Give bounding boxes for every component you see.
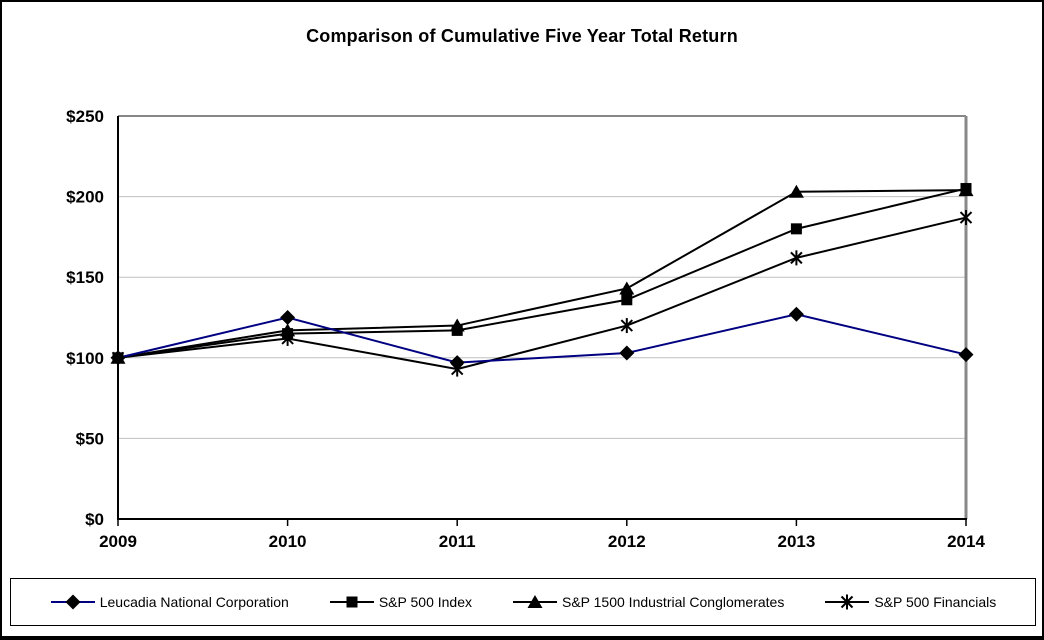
triangle-marker — [619, 281, 635, 295]
x-tick-label: 2011 — [439, 532, 476, 551]
legend-item-s-p-500-financials: S&P 500 Financials — [824, 594, 996, 610]
y-tick-label: $250 — [66, 107, 104, 126]
diamond-marker — [280, 310, 296, 325]
diamond-legend-marker-icon — [50, 594, 95, 610]
square-marker — [960, 183, 972, 195]
chart-svg: $0 $50 $100 $150 $200 $250 2009 2010 2011 2012 201… — [66, 107, 985, 551]
y-axis-labels: $0 $50 $100 $150 $200 $250 — [66, 107, 104, 529]
y-tick-label: $200 — [66, 188, 104, 207]
asterisk-marker — [841, 594, 854, 610]
asterisk-marker — [959, 210, 973, 226]
x-axis-ticks — [117, 519, 967, 526]
triangle-legend-marker-icon — [513, 595, 557, 608]
triangle-marker — [788, 184, 804, 198]
gridlines — [118, 196, 966, 439]
square-legend-marker-icon — [329, 596, 374, 608]
series-leucadia-national-corporation — [110, 306, 974, 371]
legend-item-s-p-500-index: S&P 500 Index — [329, 594, 472, 610]
diamond-marker — [65, 594, 81, 610]
chart-title: Comparison of Cumulative Five Year Total… — [306, 26, 738, 46]
legend-label: Leucadia National Corporation — [99, 594, 289, 610]
series-s-p-500-index — [112, 183, 972, 364]
square-marker — [346, 596, 358, 608]
legend-item-leucadia-national-corporation: Leucadia National Corporation — [50, 594, 289, 610]
x-tick-label: 2010 — [269, 532, 307, 551]
asterisk-marker — [620, 318, 634, 334]
series-s-p-1500-industrial-conglomerates — [110, 183, 974, 364]
x-axis-labels: 2009 2010 2011 2012 2013 2014 — [99, 532, 985, 551]
x-tick-label: 2014 — [947, 532, 985, 551]
x-tick-label: 2013 — [777, 532, 815, 551]
x-tick-label: 2009 — [99, 532, 137, 551]
asterisk-marker — [281, 330, 294, 346]
legend-label: S&P 1500 Industrial Conglomerates — [562, 594, 785, 610]
series-line — [117, 313, 967, 364]
legend-item-s-p-1500-industrial-conglomerates: S&P 1500 Industrial Conglomerates — [512, 594, 784, 610]
y-tick-label: $150 — [66, 268, 104, 287]
asterisk-legend-marker-icon — [825, 594, 870, 610]
series-line — [117, 189, 967, 359]
series-line — [117, 187, 967, 359]
diamond-marker — [110, 350, 126, 366]
series-s-p-500-financials — [111, 210, 973, 377]
square-marker — [621, 294, 633, 306]
y-tick-label: $50 — [76, 429, 104, 448]
y-tick-label: $0 — [85, 510, 104, 529]
square-marker — [451, 324, 463, 336]
chart-legend: Leucadia National Corporation S&P 500 Ind… — [10, 578, 1036, 626]
legend-label: S&P 500 Financials — [874, 594, 997, 610]
asterisk-marker — [790, 250, 803, 266]
diamond-marker — [449, 355, 465, 371]
diamond-marker — [788, 306, 804, 322]
x-tick-label: 2012 — [608, 532, 646, 551]
square-marker — [790, 223, 802, 235]
y-tick-label: $100 — [66, 349, 104, 368]
diamond-marker — [958, 347, 974, 363]
diamond-marker — [619, 345, 635, 361]
triangle-marker — [527, 595, 543, 608]
legend-label: S&P 500 Index — [378, 594, 472, 610]
series-line — [117, 216, 967, 371]
